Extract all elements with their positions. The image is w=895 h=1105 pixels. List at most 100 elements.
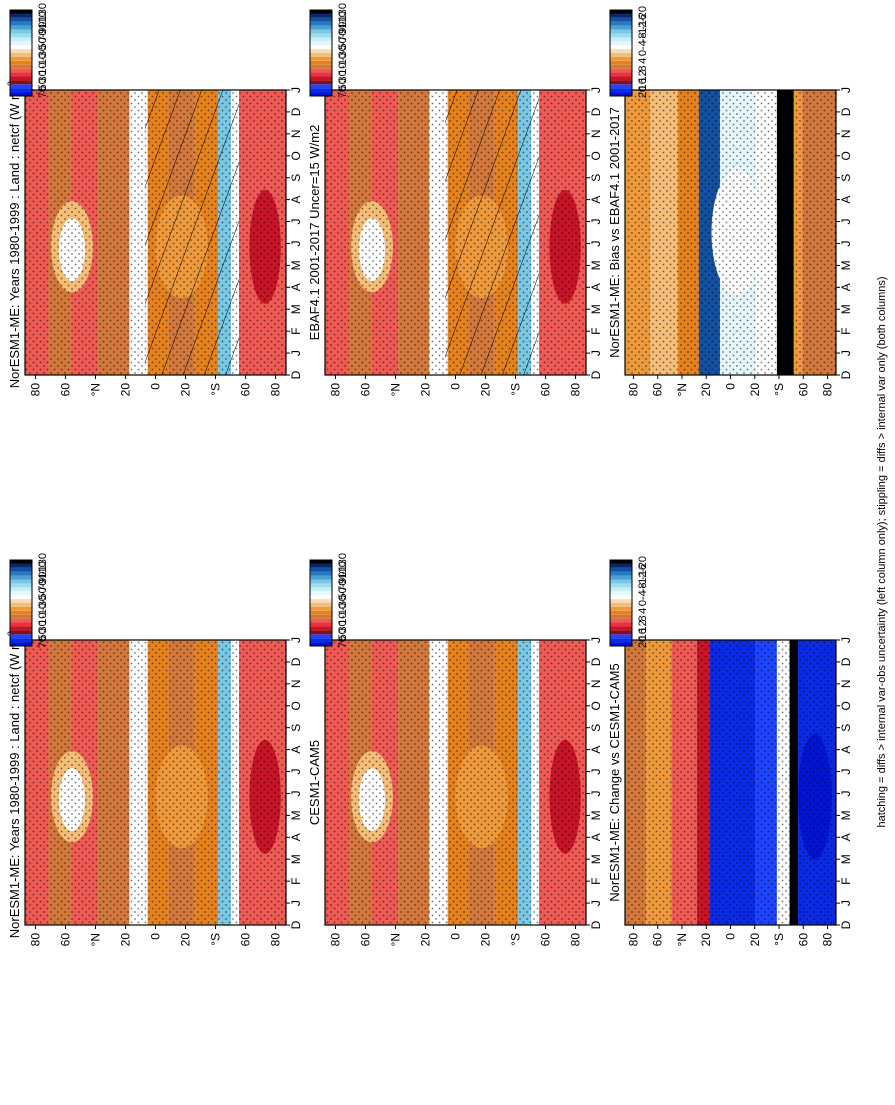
latitude-label: 80 bbox=[28, 933, 42, 947]
latitude-label: 0 bbox=[149, 383, 163, 390]
colorbar-label: 10 bbox=[337, 62, 349, 74]
month-label: M bbox=[289, 304, 303, 314]
colorbar-swatch bbox=[10, 622, 32, 627]
month-label: J bbox=[839, 350, 853, 356]
latitude-label: °N bbox=[388, 383, 402, 396]
colorbar-swatch bbox=[310, 80, 332, 85]
colorbar-swatch bbox=[610, 595, 632, 600]
colorbar-label: 30 bbox=[37, 70, 49, 82]
month-label: D bbox=[289, 107, 303, 116]
month-label: D bbox=[839, 657, 853, 666]
month-label: F bbox=[289, 877, 303, 884]
latitude-label: 20 bbox=[748, 933, 762, 947]
colorbar-swatch bbox=[10, 37, 32, 42]
colorbar-swatch bbox=[310, 92, 332, 96]
month-label: N bbox=[289, 680, 303, 689]
colorbar-swatch bbox=[610, 567, 632, 572]
colorbar-swatch bbox=[310, 638, 332, 643]
month-label: M bbox=[839, 260, 853, 270]
colorbar-swatch bbox=[610, 76, 632, 81]
colorbar-label: -130 bbox=[337, 553, 349, 575]
latitude-label: °S bbox=[209, 933, 223, 946]
colorbar-swatch bbox=[610, 603, 632, 607]
colorbar-swatch bbox=[610, 68, 632, 73]
month-label: J bbox=[839, 769, 853, 775]
colorbar-swatch bbox=[10, 575, 32, 580]
latitude-label: 20 bbox=[118, 933, 132, 947]
colorbar-swatch bbox=[610, 583, 632, 588]
colorbar-swatch bbox=[10, 599, 32, 603]
colorbar-swatch bbox=[310, 599, 332, 603]
month-label: A bbox=[289, 833, 303, 841]
colorbar-swatch bbox=[10, 563, 32, 568]
month-label: J bbox=[589, 350, 603, 356]
colorbar-swatch bbox=[10, 80, 32, 85]
latitude-label: 0 bbox=[449, 933, 463, 940]
month-label: O bbox=[589, 151, 603, 160]
latitude-label: 20 bbox=[179, 383, 193, 397]
colorbar-label: 10 bbox=[37, 62, 49, 74]
colorbar-swatch bbox=[310, 603, 332, 607]
colorbar-swatch bbox=[10, 618, 32, 623]
panel-title: CESM1-CAM5 bbox=[307, 740, 322, 825]
latitude-label: 60 bbox=[539, 383, 553, 397]
month-label: J bbox=[839, 87, 853, 93]
latitude-label: 80 bbox=[569, 383, 583, 397]
colorbar-label: -10 bbox=[37, 603, 49, 619]
month-label: J bbox=[289, 769, 303, 775]
colorbar-swatch bbox=[310, 41, 332, 46]
colorbar-label: 12 bbox=[637, 70, 649, 82]
month-label: J bbox=[289, 219, 303, 225]
month-label: D bbox=[289, 370, 303, 379]
month-label: M bbox=[589, 810, 603, 820]
colorbar-label: -30 bbox=[337, 45, 349, 61]
colorbar-label: -90 bbox=[37, 572, 49, 588]
month-label: D bbox=[589, 107, 603, 116]
month-label: J bbox=[589, 240, 603, 246]
colorbar-frame bbox=[9, 559, 33, 647]
heatmap-field bbox=[325, 640, 586, 925]
panel-title: NorESM1-ME: Years 1980-1999 : Land : net… bbox=[6, 627, 22, 939]
colorbar-label: -20 bbox=[637, 6, 649, 22]
colorbar-swatch bbox=[310, 622, 332, 627]
month-label: J bbox=[289, 637, 303, 643]
month-label: S bbox=[839, 174, 853, 182]
colorbar-label: -70 bbox=[337, 29, 349, 45]
latitude-label: 80 bbox=[626, 383, 640, 397]
colorbar-swatch bbox=[310, 17, 332, 22]
colorbar-swatch bbox=[10, 595, 32, 600]
colorbar-swatch bbox=[310, 579, 332, 584]
colorbar-label: -90 bbox=[337, 572, 349, 588]
panel-title: NorESM1-ME: Change vs CESM1-CAM5 bbox=[607, 663, 622, 901]
latitude-label: 60 bbox=[796, 383, 810, 397]
colorbar-label: -50 bbox=[337, 587, 349, 603]
colorbar-swatch bbox=[310, 21, 332, 26]
month-label: M bbox=[289, 854, 303, 864]
colorbar-swatch bbox=[10, 84, 32, 89]
month-label: A bbox=[289, 283, 303, 291]
colorbar-swatch bbox=[10, 606, 32, 611]
colorbar-swatch bbox=[10, 10, 32, 14]
colorbar-label: 70 bbox=[37, 86, 49, 98]
month-label: S bbox=[289, 174, 303, 182]
latitude-label: 0 bbox=[724, 383, 738, 390]
colorbar-swatch bbox=[610, 33, 632, 38]
heatmap-field bbox=[325, 90, 586, 375]
colorbar-swatch bbox=[310, 13, 332, 18]
colorbar-label: -70 bbox=[37, 579, 49, 595]
colorbar-swatch bbox=[10, 49, 32, 53]
colorbar-swatch bbox=[610, 88, 632, 93]
colorbar-swatch bbox=[310, 29, 332, 34]
colorbar-swatch bbox=[310, 630, 332, 635]
colorbar-label: -90 bbox=[37, 22, 49, 38]
colorbar-label: -12 bbox=[637, 22, 649, 38]
colorbar-swatch bbox=[10, 603, 32, 607]
month-label: J bbox=[289, 87, 303, 93]
colorbar-swatch bbox=[310, 60, 332, 65]
colorbar-swatch bbox=[610, 563, 632, 568]
panel-right-middle: D J F M A M J J A S O N D J 80 60 °N 20 0 20 °S 60 80 CESM1-CAM… bbox=[307, 553, 603, 946]
latitude-label: 0 bbox=[149, 933, 163, 940]
month-label: D bbox=[839, 107, 853, 116]
month-label: D bbox=[589, 370, 603, 379]
colorbar-swatch bbox=[610, 622, 632, 627]
